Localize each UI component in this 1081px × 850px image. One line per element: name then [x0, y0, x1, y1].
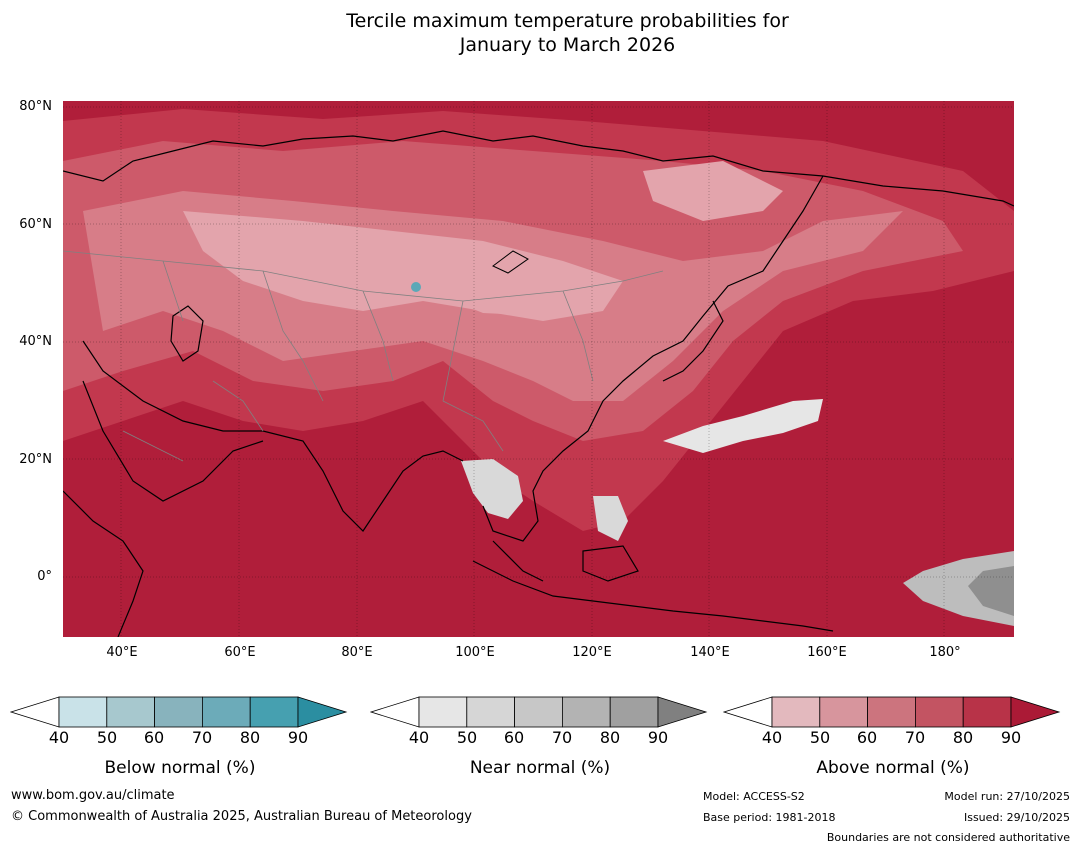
coastline-africa	[63, 490, 144, 637]
model-name: Model: ACCESS-S2	[703, 790, 805, 803]
indochina-near-normal-patch	[461, 459, 523, 519]
above-normal-swatch-80	[962, 696, 1012, 728]
equatorial-pacific-near-normal-zone	[903, 551, 1014, 626]
website-link[interactable]: www.bom.gov.au/climate	[11, 788, 175, 803]
colorbar-above-tick-90: 90	[1000, 728, 1022, 747]
colorbar-above-tick-40: 40	[761, 728, 783, 747]
lon-label-120e: 120°E	[572, 645, 612, 660]
colorbar-near-label: Near normal (%)	[469, 758, 611, 778]
colorbar-below-normal-swatches	[10, 696, 348, 728]
above-normal-swatch-60	[867, 696, 916, 728]
near-normal-swatch-under	[370, 696, 420, 728]
colorbar-near-tick-50: 50	[456, 728, 478, 747]
colorbar-below-normal: 40 50 60 70 80 90 Below normal (%)	[10, 696, 350, 786]
model-run-date: Model run: 27/10/2025	[944, 790, 1070, 803]
colorbar-near-tick-40: 40	[408, 728, 430, 747]
colorbar-above-tick-60: 60	[856, 728, 878, 747]
title-line-1: Tercile maximum temperature probabilitie…	[346, 10, 789, 32]
coastline-sumatra-borneo	[492, 540, 639, 582]
above-normal-swatch-over	[1010, 696, 1061, 728]
lat-label-0: 0°	[37, 569, 52, 584]
lon-label-160e: 160°E	[807, 645, 847, 660]
coastline-caspian	[170, 305, 204, 362]
tibet-below-normal-spot	[411, 282, 421, 292]
colorbar-above-normal-swatches	[723, 696, 1061, 728]
above-normal-swatch-70	[914, 696, 964, 728]
colorbar-below-tick-50: 50	[96, 728, 118, 747]
near-normal-swatch-40	[418, 696, 468, 728]
map-canvas	[63, 101, 1014, 637]
lon-label-60e: 60°E	[224, 645, 256, 660]
coastline-europe-asia	[63, 130, 1014, 207]
copyright-text: © Commonwealth of Australia 2025, Austra…	[11, 809, 472, 824]
above-normal-swatch-under	[723, 696, 773, 728]
coastline-east-asia	[482, 175, 824, 542]
siberia-east-50-zone	[643, 161, 783, 221]
lon-label-80e: 80°E	[341, 645, 373, 660]
lat-label-60n: 60°N	[19, 217, 52, 232]
colorbar-near-tick-70: 70	[551, 728, 573, 747]
boundaries-disclaimer: Boundaries are not considered authoritat…	[826, 831, 1070, 844]
colorbar-near-normal: 40 50 60 70 80 90 Near normal (%)	[370, 696, 710, 786]
colorbar-below-tick-60: 60	[143, 728, 165, 747]
below-normal-swatch-50	[106, 696, 156, 728]
coastline-arabia	[82, 380, 264, 502]
below-normal-swatch-80	[249, 696, 299, 728]
below-normal-swatch-70	[201, 696, 251, 728]
philippines-near-normal-patch	[593, 496, 628, 541]
near-normal-swatch-60	[514, 696, 563, 728]
lat-label-80n: 80°N	[19, 99, 52, 114]
above-normal-swatch-40	[771, 696, 821, 728]
lon-label-180: 180°	[929, 645, 961, 660]
colorbar-below-tick-90: 90	[287, 728, 309, 747]
near-normal-swatch-80	[609, 696, 659, 728]
colorbar-below-tick-80: 80	[239, 728, 261, 747]
mongolia-50-zone	[443, 271, 583, 316]
title-line-2: January to March 2026	[459, 34, 676, 56]
colorbar-below-tick-70: 70	[191, 728, 213, 747]
below-normal-swatch-under	[10, 696, 60, 728]
base-period: Base period: 1981-2018	[703, 811, 836, 824]
coastline-japan	[662, 300, 724, 382]
colorbar-near-tick-80: 80	[599, 728, 621, 747]
colorbar-near-tick-60: 60	[503, 728, 525, 747]
colorbar-near-normal-swatches	[370, 696, 708, 728]
colorbar-above-normal: 40 50 60 70 80 90 Above normal (%)	[723, 696, 1063, 786]
near-normal-swatch-over	[657, 696, 708, 728]
below-normal-swatch-over	[297, 696, 348, 728]
lon-label-140e: 140°E	[690, 645, 730, 660]
lat-label-40n: 40°N	[19, 334, 52, 349]
coastline-baikal	[492, 250, 529, 274]
colorbar-above-tick-70: 70	[904, 728, 926, 747]
lon-label-40e: 40°E	[106, 645, 138, 660]
colorbar-below-label: Below normal (%)	[104, 758, 256, 778]
near-normal-swatch-50	[466, 696, 516, 728]
colorbar-above-tick-80: 80	[952, 728, 974, 747]
colorbar-above-label: Above normal (%)	[816, 758, 970, 778]
country-borders	[63, 250, 664, 462]
lon-label-100e: 100°E	[455, 645, 495, 660]
above-normal-swatch-50	[819, 696, 869, 728]
colorbar-near-tick-90: 90	[647, 728, 669, 747]
probability-map	[63, 101, 1014, 637]
coastline-indonesia	[472, 560, 834, 632]
pacific-near-normal-patch	[663, 399, 823, 453]
graticule	[63, 101, 1014, 637]
colorbar-below-tick-40: 40	[48, 728, 70, 747]
below-normal-swatch-60	[154, 696, 203, 728]
map-title: Tercile maximum temperature probabilitie…	[0, 9, 1081, 57]
colorbar-above-tick-50: 50	[809, 728, 831, 747]
coastline-south-asia	[82, 340, 464, 532]
issued-date: Issued: 29/10/2025	[963, 811, 1070, 824]
near-normal-swatch-70	[561, 696, 611, 728]
equatorial-pacific-near-normal-core	[968, 566, 1014, 616]
lat-label-20n: 20°N	[19, 452, 52, 467]
below-normal-swatch-40	[58, 696, 108, 728]
